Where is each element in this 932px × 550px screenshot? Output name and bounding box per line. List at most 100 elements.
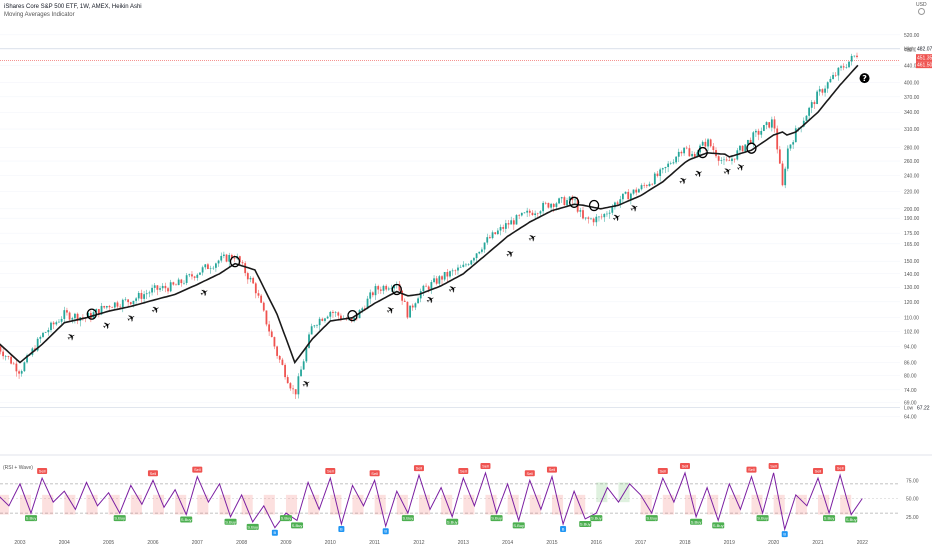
moving-average-line <box>0 64 859 365</box>
candle-body <box>337 312 340 316</box>
candle-body <box>97 309 100 315</box>
candle-body <box>300 369 302 377</box>
candle-body <box>704 141 707 147</box>
candle-body <box>358 310 361 319</box>
candle-body <box>23 362 26 372</box>
high-badge-value: 482.07 <box>917 47 932 53</box>
candle-body <box>651 183 654 185</box>
candle-body <box>143 294 145 299</box>
low-badge-value: 67.22 <box>917 405 930 411</box>
low-badge-label: Low <box>904 405 914 411</box>
candle-body <box>842 66 845 68</box>
sell-badge <box>192 466 203 473</box>
sell-badge <box>812 468 823 475</box>
candle-body <box>318 318 321 326</box>
candle-body <box>119 306 122 308</box>
candle-body <box>749 139 752 144</box>
candle-body <box>308 334 310 348</box>
candle-body <box>329 311 332 317</box>
candle-body <box>528 210 531 213</box>
candle-body <box>592 218 595 223</box>
candle-body <box>563 197 566 206</box>
x-tick-label: 2021 <box>812 540 823 546</box>
candle-body <box>853 55 856 57</box>
buy-badge-label: B <box>274 530 277 535</box>
candle-body <box>185 275 188 283</box>
candle-body <box>648 183 651 187</box>
candle-body <box>797 127 800 129</box>
candle-body <box>4 356 7 357</box>
candle-body <box>595 216 598 223</box>
question-mark-icon <box>859 73 870 84</box>
candle-body <box>159 288 161 290</box>
candle-body <box>454 270 457 272</box>
candle-body <box>427 286 430 290</box>
candle-body <box>363 308 366 309</box>
rsi-tick-label: 75.00 <box>906 478 919 484</box>
candle-body <box>606 213 608 215</box>
candle-body <box>71 318 74 320</box>
candle-body <box>816 91 818 105</box>
candle-body <box>385 285 388 290</box>
price-tick-label: 165.00 <box>904 242 920 248</box>
rsi-legend: (RSI + Wave) <box>3 465 33 471</box>
candle-body <box>204 264 207 268</box>
rsi-wave-zone <box>485 494 497 515</box>
price-tick-label: 175.00 <box>904 231 920 237</box>
candle-body <box>15 363 18 372</box>
candle-body <box>515 215 518 225</box>
candle-body <box>459 266 462 268</box>
strong-buy-badge-label: S.Buy <box>447 519 458 524</box>
candle-body <box>353 317 356 321</box>
x-tick-label: 2018 <box>679 540 690 546</box>
sell-badge <box>657 468 668 475</box>
candle-body <box>58 321 60 323</box>
airplane-icon: ✈ <box>735 161 748 175</box>
high-badge-box <box>916 45 932 53</box>
candle-body <box>305 347 308 362</box>
rsi-wave-zone <box>86 494 98 515</box>
candle-body <box>486 237 489 243</box>
last-price-badge-2-box <box>916 61 932 69</box>
candle-body <box>600 216 603 218</box>
candle-body <box>284 364 286 378</box>
candle-body <box>568 196 571 201</box>
last-price-badge-2-value: 461.50 <box>917 63 932 69</box>
rsi-wave-zone <box>773 494 785 515</box>
strong-buy-badge <box>246 523 259 530</box>
rsi-wave-zone <box>152 494 165 515</box>
candle-body <box>438 276 441 284</box>
x-tick-label: 2011 <box>369 540 380 546</box>
buy-badge <box>382 528 389 535</box>
sell-badge <box>835 465 846 472</box>
candle-body <box>680 151 683 154</box>
candle-body <box>406 301 409 318</box>
candle-body <box>164 285 167 289</box>
candle-body <box>640 185 643 190</box>
candle-body <box>723 159 725 161</box>
candle-body <box>326 316 329 319</box>
sell-badge-label: Sell <box>194 467 201 472</box>
candle-body <box>254 283 257 294</box>
currency-selector[interactable]: USD <box>916 2 932 17</box>
price-tick-label: 520.00 <box>904 33 920 39</box>
strong-buy-badge <box>845 516 858 523</box>
candle-body <box>449 271 451 277</box>
sell-badge-label: Sell <box>371 471 378 476</box>
strong-buy-badge-label: S.Buy <box>114 516 125 521</box>
candle-body <box>422 285 425 292</box>
strong-buy-badge <box>291 522 304 529</box>
candle-body <box>483 242 486 250</box>
candle-body <box>457 267 459 271</box>
candle-body <box>603 213 606 218</box>
candle-body <box>810 102 813 108</box>
candle-body <box>262 302 265 311</box>
candle-body <box>265 310 268 325</box>
candle-body <box>733 158 736 160</box>
low-badge-box <box>916 403 932 411</box>
candle-body <box>228 254 231 262</box>
candle-body <box>140 292 143 299</box>
price-tick-label: 150.00 <box>904 259 920 265</box>
candle-body <box>465 264 467 266</box>
